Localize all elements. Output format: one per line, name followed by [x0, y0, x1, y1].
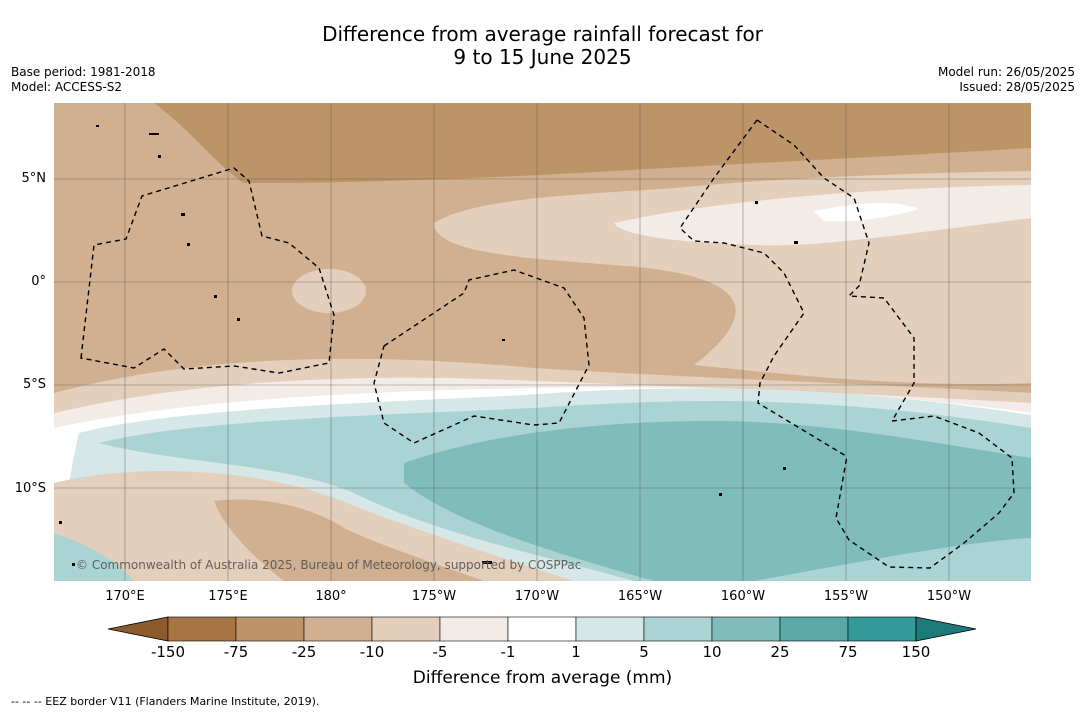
- colorbar-tick-label: -1: [500, 643, 516, 661]
- model-run-text: Model run: 26/05/2025: [937, 65, 1075, 79]
- colorbar-extend-high: [915, 616, 977, 642]
- colorbar-tick-label: 75: [838, 643, 858, 661]
- base-period-text: Base period: 1981-2018: [11, 65, 156, 79]
- colorbar-swatch: [439, 616, 509, 642]
- colorbar-tick-label: 1: [571, 643, 581, 661]
- colorbar-tick-label: -10: [359, 643, 385, 661]
- colorbar-swatch: [167, 616, 237, 642]
- issued-date-text: Issued: 28/05/2025: [959, 80, 1075, 94]
- lat-label-5s: 5°S: [22, 377, 46, 392]
- lon-label-165w: 165°W: [617, 589, 663, 604]
- colorbar-graphic: [107, 616, 977, 642]
- colorbar-tick-label: 150: [901, 643, 931, 661]
- model-info-left: Base period: 1981-2018 Model: ACCESS-S2: [11, 65, 156, 95]
- band-near-zero: [814, 203, 919, 222]
- colorbar-tick-label: 5: [639, 643, 649, 661]
- wet-band-10: [404, 420, 1031, 581]
- colorbar-swatch: [779, 616, 849, 642]
- colorbar-tick-label: -5: [432, 643, 448, 661]
- colorbar-swatch: [507, 616, 577, 642]
- colorbar-tick-label: 25: [770, 643, 790, 661]
- lat-label-10s: 10°S: [14, 481, 46, 496]
- wet-corner: [54, 533, 134, 581]
- lat-label-5n: 5°N: [21, 171, 47, 186]
- colorbar-swatch: [711, 616, 781, 642]
- copyright-text: © Commonwealth of Australia 2025, Bureau…: [76, 558, 582, 572]
- dry-core-south: [214, 499, 484, 581]
- colorbar-swatch: [643, 616, 713, 642]
- lon-label-175w: 175°W: [411, 589, 457, 604]
- lat-label-0: 0°: [31, 274, 46, 289]
- lon-label-155w: 155°W: [823, 589, 869, 604]
- eez-borders: [80, 119, 1015, 569]
- colorbar-tick-label: -75: [223, 643, 249, 661]
- colorbar-tick-label: -25: [291, 643, 317, 661]
- colorbar-extend-low: [107, 616, 169, 642]
- map-title-line1: Difference from average rainfall forecas…: [322, 22, 763, 46]
- colorbar-swatch: [575, 616, 645, 642]
- model-name-text: Model: ACCESS-S2: [11, 80, 123, 94]
- colorbar: [107, 615, 978, 647]
- map-title-line2: 9 to 15 June 2025: [453, 45, 632, 69]
- map-canvas: [54, 103, 1031, 581]
- rainfall-anomaly-map: [54, 103, 1031, 581]
- lon-label-150w: 150°W: [926, 589, 972, 604]
- colorbar-label: Difference from average (mm): [412, 668, 673, 688]
- colorbar-swatch: [235, 616, 305, 642]
- lon-label-170w: 170°W: [514, 589, 560, 604]
- patch-equator: [292, 269, 366, 313]
- model-info-right: Model run: 26/05/2025 Issued: 28/05/2025: [938, 65, 1075, 95]
- lon-label-175e: 175°E: [208, 589, 248, 604]
- colorbar-swatch: [303, 616, 373, 642]
- colorbar-tick-label: 10: [702, 643, 722, 661]
- lon-label-180: 180°: [315, 589, 347, 604]
- colorbar-swatch: [371, 616, 441, 642]
- islands: [59, 125, 798, 566]
- eez-footnote: -- -- -- EEZ border V11 (Flanders Marine…: [11, 695, 320, 708]
- lon-label-160w: 160°W: [720, 589, 766, 604]
- lon-label-170e: 170°E: [105, 589, 145, 604]
- colorbar-swatch: [847, 616, 917, 642]
- dry-band-north: [154, 103, 1031, 183]
- colorbar-tick-label: -150: [150, 643, 186, 661]
